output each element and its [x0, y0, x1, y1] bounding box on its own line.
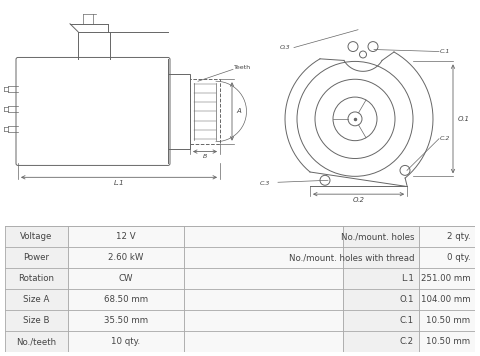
Bar [5, 289, 68, 310]
Text: C.1: C.1 [440, 49, 450, 54]
Bar [68, 310, 183, 331]
Text: 0 qty.: 0 qty. [447, 253, 470, 262]
Text: No./mount. holes with thread: No./mount. holes with thread [288, 253, 414, 262]
Bar [419, 310, 475, 331]
Text: 10.50 mm: 10.50 mm [426, 337, 470, 346]
Bar [419, 289, 475, 310]
Bar [168, 74, 190, 148]
Bar [5, 331, 68, 352]
Bar [5, 247, 68, 268]
Bar [183, 226, 344, 247]
Text: Power: Power [24, 253, 49, 262]
Text: No./mount. holes: No./mount. holes [340, 232, 414, 241]
Bar [344, 289, 419, 310]
Bar [419, 268, 475, 289]
Text: Size A: Size A [24, 295, 50, 304]
Text: Rotation: Rotation [19, 274, 55, 283]
Text: 2 qty.: 2 qty. [447, 232, 470, 241]
Text: L.1: L.1 [114, 180, 124, 186]
Bar [183, 247, 344, 268]
Text: 12 V: 12 V [116, 232, 136, 241]
Text: 10.50 mm: 10.50 mm [426, 316, 470, 325]
Text: 35.50 mm: 35.50 mm [104, 316, 148, 325]
Bar [344, 268, 419, 289]
Bar [68, 289, 183, 310]
Text: O.1: O.1 [399, 295, 414, 304]
Text: O.3: O.3 [280, 45, 290, 50]
Bar [5, 268, 68, 289]
Text: 10 qty.: 10 qty. [111, 337, 141, 346]
Text: 68.50 mm: 68.50 mm [104, 295, 148, 304]
Text: CW: CW [119, 274, 133, 283]
Bar [68, 268, 183, 289]
Text: Teeth: Teeth [234, 65, 251, 70]
Text: 2.60 kW: 2.60 kW [108, 253, 144, 262]
Bar [5, 226, 68, 247]
Bar [68, 331, 183, 352]
Text: C.1: C.1 [400, 316, 414, 325]
Bar [183, 331, 344, 352]
Text: C.2: C.2 [400, 337, 414, 346]
Bar [183, 310, 344, 331]
Bar [419, 247, 475, 268]
Text: Voltage: Voltage [20, 232, 53, 241]
Text: C.2: C.2 [440, 136, 450, 141]
Bar [183, 289, 344, 310]
Bar [344, 226, 419, 247]
Text: Size B: Size B [24, 316, 50, 325]
Text: 104.00 mm: 104.00 mm [421, 295, 470, 304]
Bar [344, 310, 419, 331]
Bar [68, 226, 183, 247]
Text: 251.00 mm: 251.00 mm [421, 274, 470, 283]
Text: L.1: L.1 [401, 274, 414, 283]
Bar [68, 247, 183, 268]
Text: O.1: O.1 [458, 116, 470, 122]
Text: A: A [236, 109, 241, 114]
Text: O.2: O.2 [353, 197, 365, 203]
Text: No./teeth: No./teeth [16, 337, 57, 346]
Bar [344, 247, 419, 268]
Text: C.3: C.3 [260, 181, 270, 186]
Text: B: B [203, 154, 207, 159]
Bar [183, 268, 344, 289]
Bar [419, 226, 475, 247]
Bar [419, 331, 475, 352]
Bar [344, 331, 419, 352]
Bar [190, 79, 220, 143]
Bar [5, 310, 68, 331]
